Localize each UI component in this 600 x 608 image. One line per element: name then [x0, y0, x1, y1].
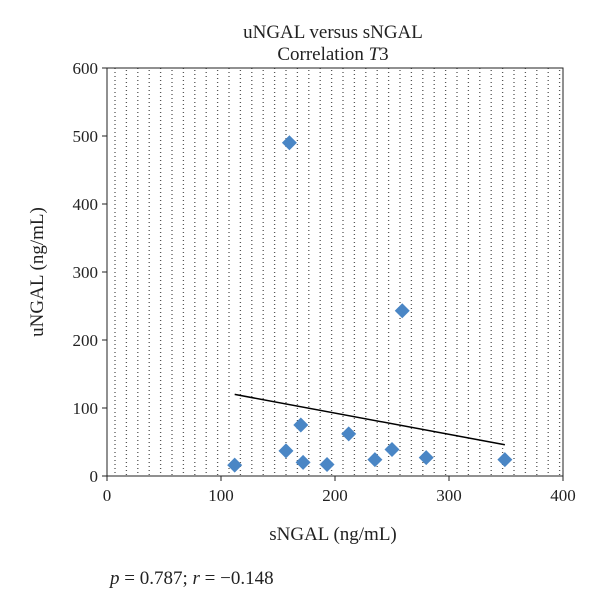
axes — [102, 67, 564, 481]
trend-line — [234, 393, 505, 446]
data-point — [394, 303, 410, 319]
data-point — [295, 454, 311, 470]
data-point — [319, 456, 335, 472]
data-points — [227, 135, 513, 473]
data-point — [293, 417, 309, 433]
y-axis-label: uNGAL (ng/mL) — [27, 207, 48, 337]
data-point — [341, 426, 357, 442]
y-tick-label: 100 — [73, 399, 99, 418]
data-point — [418, 450, 434, 466]
y-tick-label: 0 — [90, 467, 99, 486]
y-tick-labels: 0 100 200 300 400 500 600 — [73, 59, 99, 486]
x-axis-label: sNGAL (ng/mL) — [269, 524, 397, 545]
chart-title: uNGAL versus sNGAL — [243, 22, 423, 43]
chart-subtitle: Correlation T3 — [277, 44, 388, 65]
plot-frame — [106, 67, 564, 477]
x-tick-label: 200 — [322, 486, 348, 505]
x-tick-labels: 0 100 200 300 400 — [103, 486, 576, 505]
y-tick-label: 300 — [73, 263, 99, 282]
y-tick-label: 600 — [73, 59, 99, 78]
x-tick-label: 0 — [103, 486, 112, 505]
x-tick-label: 100 — [208, 486, 234, 505]
x-tick-label: 300 — [436, 486, 462, 505]
data-point — [281, 135, 297, 151]
y-tick-label: 500 — [73, 127, 99, 146]
data-point — [384, 441, 400, 457]
y-tick-label: 200 — [73, 331, 99, 350]
x-tick-label: 400 — [550, 486, 576, 505]
data-point — [278, 443, 294, 459]
y-tick-label: 400 — [73, 195, 99, 214]
stats-annotation: p = 0.787; r = −0.148 — [108, 568, 274, 589]
data-point — [227, 457, 243, 473]
data-point — [497, 452, 513, 468]
dotted-grid — [114, 68, 561, 476]
data-point — [367, 452, 383, 468]
